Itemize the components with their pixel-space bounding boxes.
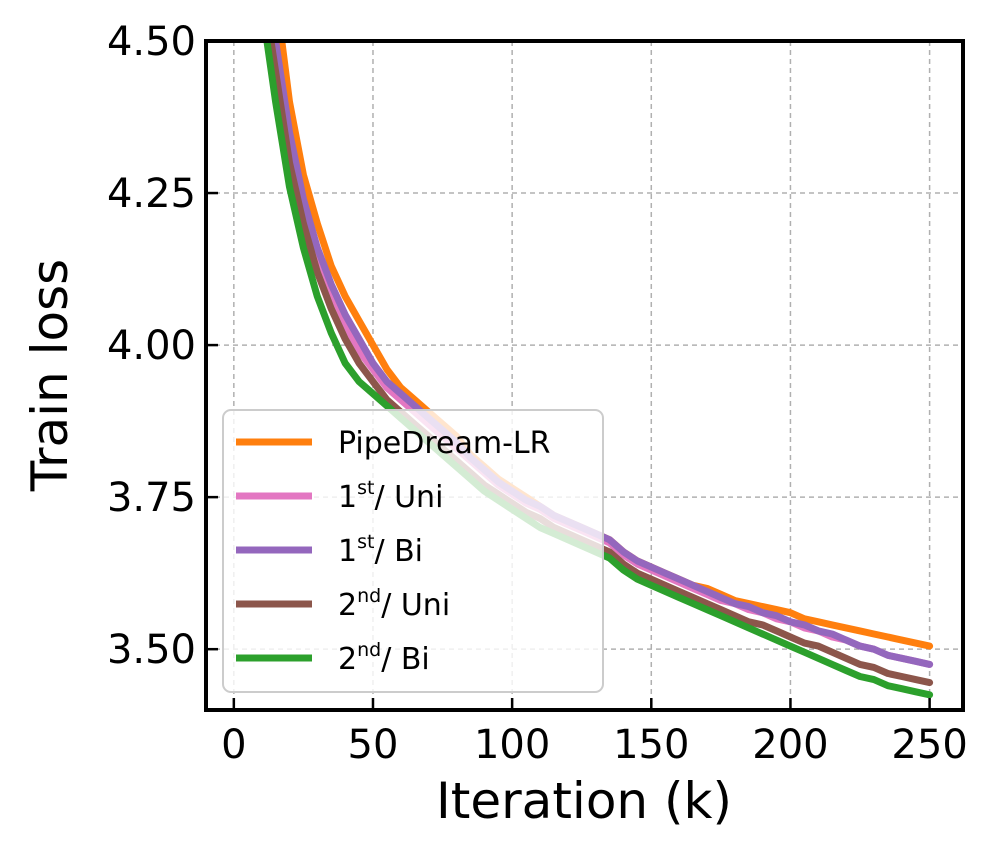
x-tick-label: 150 — [613, 722, 689, 768]
legend-item: 1st/ Bi — [236, 531, 423, 569]
x-tick-label: 250 — [891, 722, 967, 768]
plot-frame — [204, 39, 965, 712]
ticks: 0 50 100 150 200 250 3.50 3.75 4.00 4.25 4.50 — [107, 19, 968, 768]
legend-label: 2nd/ Bi — [338, 639, 430, 677]
y-axis-title: Train loss — [21, 259, 79, 492]
legend-item: 1st/ Uni — [236, 477, 443, 515]
legend-label: PipeDream-LR — [338, 426, 551, 461]
y-tick-label: 4.50 — [107, 19, 196, 65]
y-tick-label: 3.75 — [107, 475, 196, 521]
legend-label: 1st/ Uni — [338, 477, 443, 515]
y-tick-label: 4.00 — [107, 323, 196, 369]
legend-label: 1st/ Bi — [338, 531, 423, 569]
x-tick-label: 100 — [474, 722, 550, 768]
x-tick-label: 50 — [348, 722, 399, 768]
legend-item: 2nd/ Bi — [236, 639, 430, 677]
legend-box — [222, 409, 604, 693]
x-tick-label: 200 — [752, 722, 828, 768]
legend-item: 2nd/ Uni — [236, 585, 450, 623]
legend: PipeDream-LR 1st/ Uni 1st/ Bi 2nd/ Uni 2nd/ … — [222, 409, 604, 693]
y-tick-label: 4.25 — [107, 171, 196, 217]
legend-item: PipeDream-LR — [236, 426, 551, 461]
x-tick-label: 0 — [221, 722, 246, 768]
legend-label: 2nd/ Uni — [338, 585, 450, 623]
y-tick-label: 3.50 — [107, 627, 196, 673]
x-axis-title: Iteration (k) — [436, 772, 732, 830]
